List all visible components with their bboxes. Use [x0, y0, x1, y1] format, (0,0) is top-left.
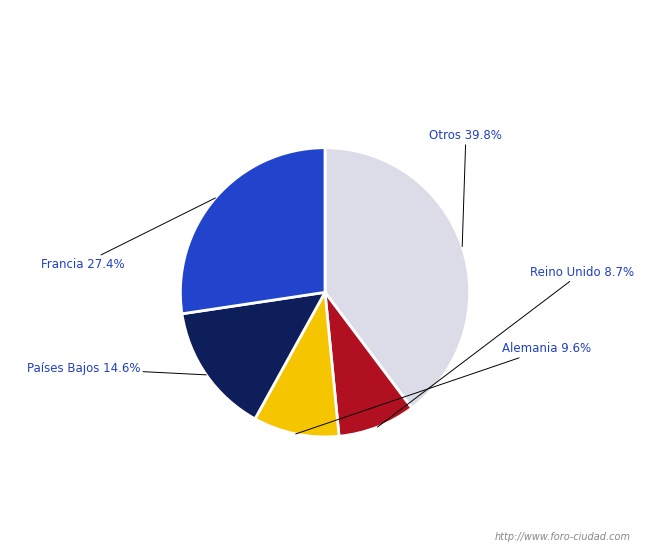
Wedge shape [255, 293, 339, 437]
Wedge shape [181, 148, 325, 314]
Wedge shape [182, 293, 325, 419]
Text: Reino Unido 8.7%: Reino Unido 8.7% [378, 266, 634, 427]
Text: Francia 27.4%: Francia 27.4% [40, 198, 215, 271]
Text: La Bisbal d’Empordà - Turistas extranjeros según país - Abril de 2024: La Bisbal d’Empordà - Turistas extranjer… [47, 13, 603, 29]
Text: http://www.foro-ciudad.com: http://www.foro-ciudad.com [495, 532, 630, 542]
Text: Otros 39.8%: Otros 39.8% [430, 129, 502, 246]
Text: Alemania 9.6%: Alemania 9.6% [296, 342, 591, 434]
Text: Países Bajos 14.6%: Países Bajos 14.6% [27, 362, 206, 375]
Wedge shape [325, 293, 411, 436]
Wedge shape [325, 148, 469, 408]
